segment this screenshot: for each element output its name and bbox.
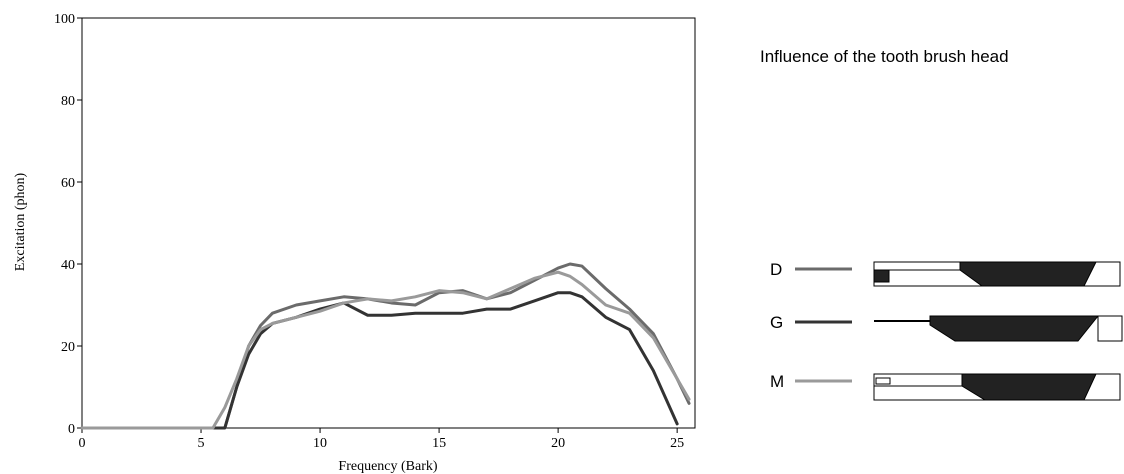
x-axis-label: Frequency (Bark)	[338, 459, 437, 474]
x-tick-label: 5	[198, 436, 205, 451]
y-tick-label: 100	[54, 12, 75, 27]
x-tick-label: 10	[313, 436, 327, 451]
y-tick-label: 0	[68, 422, 75, 437]
legend-label: D	[770, 260, 782, 279]
data-line	[80, 270, 691, 430]
brush-g	[874, 315, 1123, 342]
x-tick-label: 20	[551, 436, 565, 451]
y-axis-label: Excitation (phon)	[13, 172, 28, 271]
y-tick-label: 80	[61, 94, 75, 109]
chart-title: Influence of the tooth brush head	[760, 47, 1009, 66]
x-tick-label: 0	[79, 436, 86, 451]
legend-label: M	[770, 372, 784, 391]
data-line	[80, 291, 679, 430]
brush-d	[873, 261, 1121, 287]
y-tick-label: 40	[61, 258, 75, 273]
brush-m	[873, 373, 1121, 401]
plot-frame	[81, 17, 696, 429]
x-tick-label: 25	[670, 436, 684, 451]
y-tick-label: 60	[61, 176, 75, 191]
legend-label: G	[770, 313, 783, 332]
x-tick-label: 15	[432, 436, 446, 451]
data-line	[80, 262, 691, 430]
y-tick-label: 20	[61, 340, 75, 355]
